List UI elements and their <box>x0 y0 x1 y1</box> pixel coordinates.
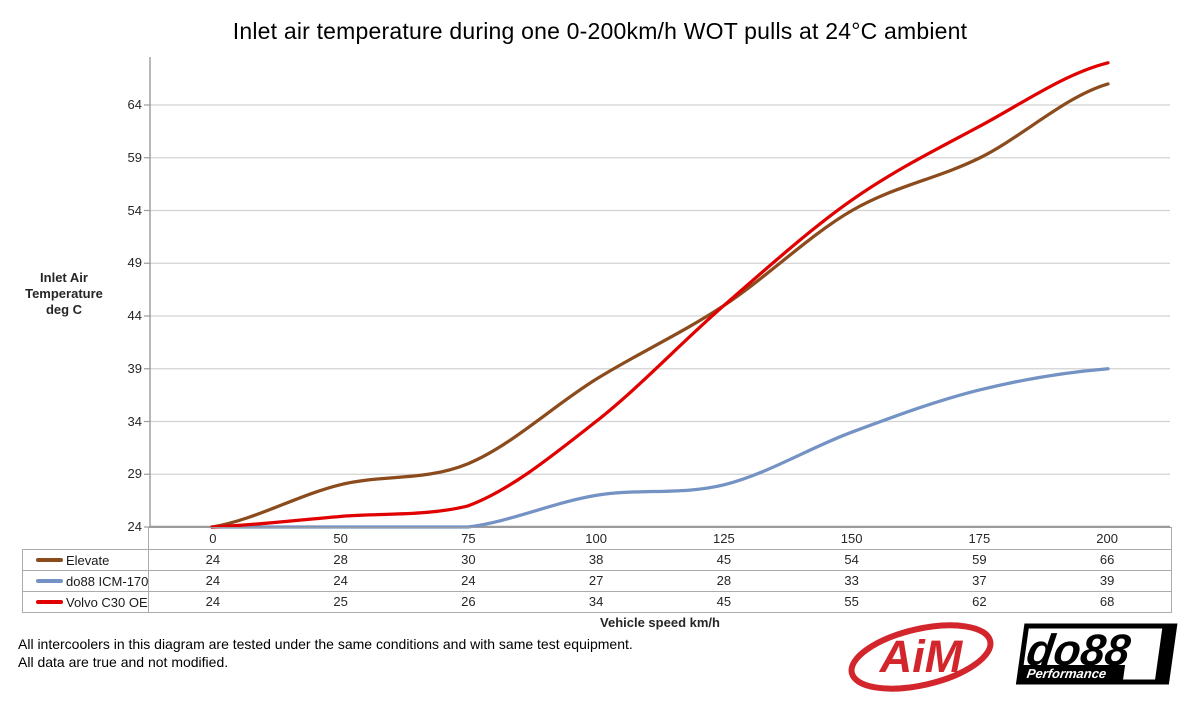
table-value-cell: 27 <box>588 573 604 588</box>
legend-cell: Elevate <box>23 550 149 570</box>
y-axis-title-line: deg C <box>45 302 83 317</box>
note-line-2: All data are true and not modified. <box>18 653 229 670</box>
y-axis-title: Inlet Air Temperature deg C <box>22 270 106 318</box>
legend-swatch <box>36 600 63 604</box>
legend-label: Volvo C30 OEM <box>66 594 148 610</box>
table-value-cell: 24 <box>205 552 221 567</box>
y-axis-title-line: Inlet Air <box>40 270 88 285</box>
table-row: Volvo C30 OEM 24 25 26 34 45 55 62 68 <box>23 592 1171 613</box>
y-tick-label: 54 <box>127 202 142 218</box>
x-axis-header-row: 0 50 75 100 125 150 175 200 <box>148 527 1172 549</box>
series-line-do88-icm-170 <box>210 367 1110 529</box>
y-tick-label: 24 <box>127 519 142 534</box>
table-value-cell: 55 <box>844 594 859 609</box>
do88-logo-right-bar <box>1154 624 1177 684</box>
table-value-cell: 25 <box>333 594 348 609</box>
x-tick-label: 150 <box>840 531 863 546</box>
table-value-cell: 62 <box>972 594 987 609</box>
table-value-cell: 45 <box>716 552 732 567</box>
x-axis-title: Vehicle speed km/h <box>600 615 720 630</box>
x-tick-label: 175 <box>968 531 991 546</box>
table-value-cell: 24 <box>205 573 221 588</box>
legend-cell: do88 ICM-170 <box>23 571 149 591</box>
table-value-cell: 54 <box>844 552 859 567</box>
legend-label: do88 ICM-170 <box>66 573 149 589</box>
footnotes: All intercoolers in this diagram are tes… <box>18 636 633 671</box>
note-line-1: All intercoolers in this diagram are tes… <box>18 636 633 652</box>
y-tick-label: 29 <box>127 466 142 482</box>
y-axis-title-line: Temperature <box>25 286 103 301</box>
do88-logo: do88 Performance <box>1015 623 1178 685</box>
table-value-cell: 33 <box>844 573 859 588</box>
y-tick-label: 59 <box>127 149 142 165</box>
table-value-cell: 39 <box>1099 573 1115 588</box>
table-value-cell: 38 <box>588 552 604 567</box>
y-tick-label: 39 <box>127 360 142 376</box>
x-tick-label: 100 <box>585 531 607 546</box>
table-value-cell: 37 <box>972 573 987 588</box>
y-tick-label: 49 <box>127 255 142 271</box>
table-value-cell: 34 <box>588 594 604 609</box>
table-value-cell: 24 <box>461 573 476 588</box>
y-tick-label: 34 <box>127 413 142 429</box>
table-value-cell: 24 <box>333 573 348 588</box>
x-tick-label: 200 <box>1096 531 1118 546</box>
series-line-elevate <box>210 82 1110 529</box>
table-value-cell: 45 <box>716 594 732 609</box>
table-value-cell: 68 <box>1099 594 1115 609</box>
do88-logo-tagline: Performance <box>1026 666 1107 681</box>
legend-cell: Volvo C30 OEM <box>23 592 149 612</box>
table-value-cell: 28 <box>333 552 348 567</box>
do88-logo-tagline-bar <box>1018 665 1126 682</box>
y-tick-label: 44 <box>127 308 142 323</box>
x-tick-label: 50 <box>333 531 348 546</box>
x-tick-label: 125 <box>713 531 735 546</box>
data-table: Elevate 24 28 30 38 45 54 59 66 do88 ICM-170 24 24 2… <box>22 549 1172 613</box>
legend-label: Elevate <box>66 552 110 568</box>
table-value-cell: 59 <box>972 552 987 567</box>
table-value-cell: 28 <box>716 573 732 588</box>
table-row: Elevate 24 28 30 38 45 54 59 66 <box>23 550 1171 571</box>
table-value-cell: 66 <box>1099 552 1115 567</box>
table-value-cell: 26 <box>461 594 476 609</box>
legend-swatch <box>36 558 63 562</box>
aim-logo-ellipse <box>848 622 994 692</box>
aim-logo: AiM <box>848 622 994 692</box>
y-tick-label: 64 <box>127 97 142 112</box>
chart-title: Inlet air temperature during one 0-200km… <box>232 18 968 44</box>
legend-swatch <box>36 579 63 583</box>
table-value-cell: 30 <box>461 552 476 567</box>
series-line-volvo-c30-oem <box>210 61 1110 529</box>
table-row: do88 ICM-170 24 24 24 27 28 33 37 39 <box>23 571 1171 592</box>
x-tick-label: 0 <box>209 531 217 546</box>
x-tick-label: 75 <box>461 531 476 546</box>
aim-logo-text: AiM <box>879 631 964 682</box>
table-value-cell: 24 <box>205 594 221 609</box>
